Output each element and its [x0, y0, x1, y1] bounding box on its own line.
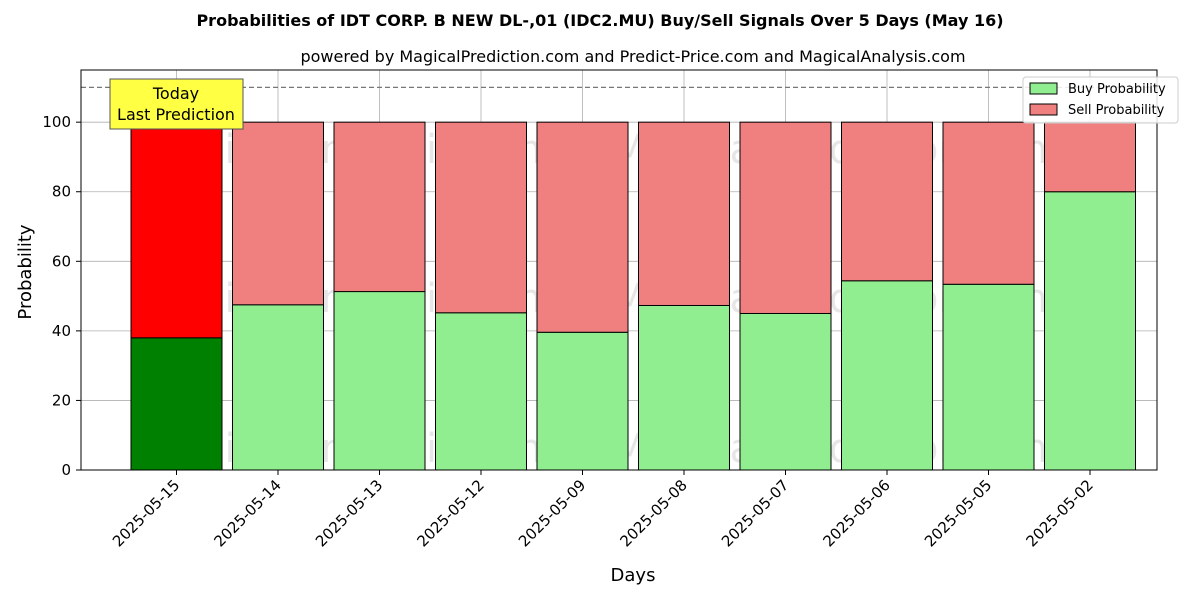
- bar-buy-2025-05-13: [333, 291, 426, 471]
- bar-sell-2025-05-02: [1044, 121, 1136, 193]
- x-tick-label: 2025-05-05: [921, 476, 995, 550]
- y-tick-label: 60: [52, 252, 71, 270]
- y-axis-ticks: 0 20 40 60 80 100: [42, 113, 81, 479]
- annotation-line-1: Today: [152, 84, 199, 103]
- y-tick-label: 40: [52, 322, 71, 340]
- legend-swatch-sell: [1029, 103, 1058, 116]
- x-tick-label: 2025-05-12: [413, 476, 487, 550]
- y-tick-label: 80: [52, 183, 71, 201]
- bar-buy-2025-05-02: [1044, 191, 1136, 471]
- bar-sell-2025-05-13: [333, 121, 426, 293]
- annotation-line-2: Last Prediction: [117, 105, 235, 124]
- bars-layer: [130, 121, 1136, 471]
- x-tick-label: 2025-05-15: [109, 476, 183, 550]
- x-tick-label: 2025-05-02: [1022, 476, 1096, 550]
- bar-sell-2025-05-06: [841, 121, 933, 282]
- x-axis-ticks: 2025-05-15 2025-05-14 2025-05-13 2025-05-12…: [109, 470, 1097, 550]
- plot-frame: [80, 69, 1158, 471]
- bar-buy-2025-05-05: [942, 283, 1035, 471]
- legend-swatch-buy: [1029, 82, 1058, 95]
- legend-label-sell: Sell Probability: [1068, 103, 1165, 118]
- bar-buy-2025-05-06: [841, 280, 933, 471]
- legend: Buy Probability Sell Probability: [1022, 76, 1179, 124]
- y-axis-label: Probability: [15, 224, 36, 319]
- bar-buy-2025-05-09: [536, 331, 629, 471]
- y-tick-label: 0: [61, 461, 71, 479]
- x-tick-label: 2025-05-13: [312, 476, 386, 550]
- bar-sell-2025-05-05: [942, 121, 1035, 285]
- chart-title: Probabilities of IDT CORP. B NEW DL-,01 …: [196, 11, 1003, 30]
- x-tick-label: 2025-05-06: [819, 476, 893, 550]
- annotation-box: Today Last Prediction: [109, 78, 244, 130]
- x-tick-label: 2025-05-07: [718, 476, 792, 550]
- bar-sell-2025-05-08: [638, 121, 730, 306]
- legend-label-buy: Buy Probability: [1068, 82, 1166, 97]
- x-tick-label: 2025-05-08: [616, 476, 690, 550]
- x-axis-label: Days: [611, 565, 656, 586]
- bar-buy-2025-05-07: [739, 312, 832, 471]
- x-tick-label: 2025-05-14: [210, 476, 284, 550]
- legend-frame: [1022, 76, 1179, 124]
- bar-sell-2025-05-12: [435, 121, 527, 314]
- bar-sell-2025-05-15: [130, 121, 223, 339]
- bar-buy-2025-05-12: [435, 312, 527, 471]
- chart-subtitle: powered by MagicalPrediction.com and Pre…: [300, 47, 965, 66]
- bar-buy-2025-05-08: [638, 304, 730, 471]
- x-tick-label: 2025-05-09: [515, 476, 589, 550]
- bar-sell-2025-05-09: [536, 121, 629, 333]
- bar-sell-2025-05-07: [739, 121, 832, 314]
- bar-sell-2025-05-14: [232, 121, 324, 306]
- y-tick-label: 20: [52, 391, 71, 409]
- bar-buy-2025-05-14: [232, 304, 324, 471]
- annotation-background: [109, 78, 244, 130]
- y-tick-label: 100: [42, 113, 71, 131]
- bar-buy-2025-05-15: [130, 337, 223, 471]
